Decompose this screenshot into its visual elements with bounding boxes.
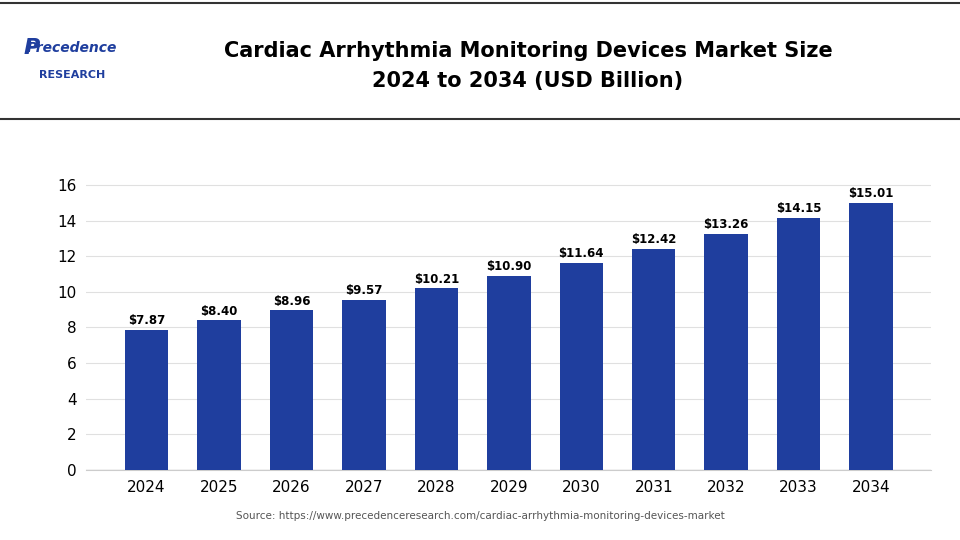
Bar bbox=[270, 310, 313, 470]
Text: $9.57: $9.57 bbox=[346, 284, 383, 297]
Text: Precedence: Precedence bbox=[27, 40, 117, 55]
Text: $10.90: $10.90 bbox=[486, 260, 532, 273]
Text: $10.21: $10.21 bbox=[414, 273, 459, 286]
Text: $15.01: $15.01 bbox=[849, 187, 894, 200]
Text: $12.42: $12.42 bbox=[631, 233, 677, 246]
Bar bbox=[705, 234, 748, 470]
Bar bbox=[197, 320, 241, 470]
Bar bbox=[125, 330, 168, 470]
Text: $8.40: $8.40 bbox=[201, 305, 238, 318]
Bar bbox=[632, 249, 676, 470]
Text: $11.64: $11.64 bbox=[559, 247, 604, 260]
Bar bbox=[777, 218, 821, 470]
Text: RESEARCH: RESEARCH bbox=[38, 70, 106, 79]
Text: Source: https://www.precedenceresearch.com/cardiac-arrhythmia-monitoring-devices: Source: https://www.precedenceresearch.c… bbox=[235, 511, 725, 521]
Text: P: P bbox=[24, 37, 39, 58]
Bar bbox=[560, 263, 603, 470]
Bar bbox=[415, 288, 458, 470]
Text: $7.87: $7.87 bbox=[128, 314, 165, 327]
Text: $13.26: $13.26 bbox=[704, 218, 749, 231]
Text: Cardiac Arrhythmia Monitoring Devices Market Size
2024 to 2034 (USD Billion): Cardiac Arrhythmia Monitoring Devices Ma… bbox=[224, 41, 832, 91]
Text: $8.96: $8.96 bbox=[273, 295, 310, 308]
Bar bbox=[850, 203, 893, 470]
Text: $14.15: $14.15 bbox=[776, 202, 822, 215]
Bar bbox=[487, 276, 531, 470]
Bar bbox=[342, 300, 386, 470]
